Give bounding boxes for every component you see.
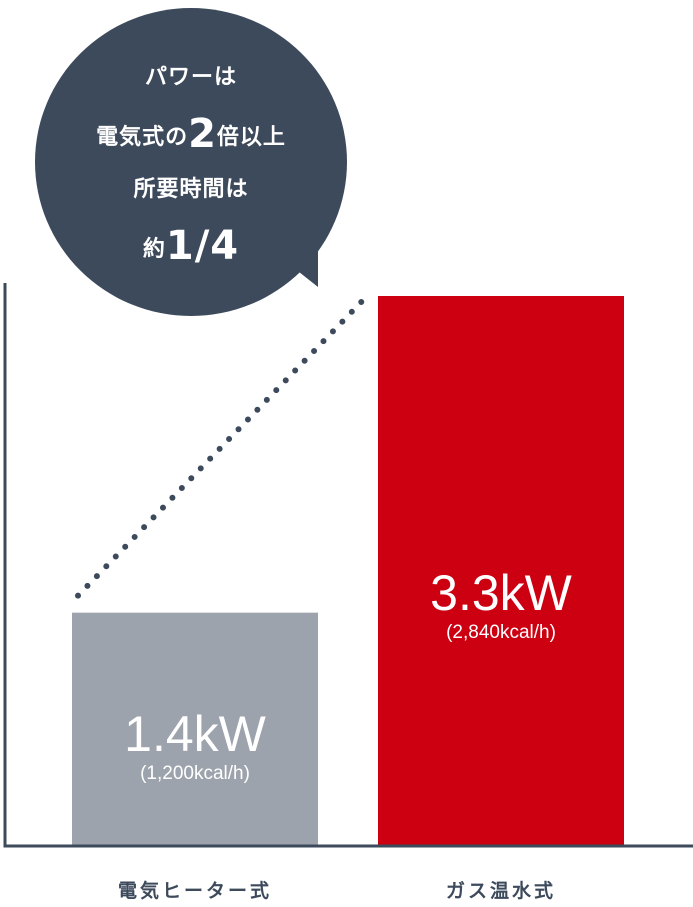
bar-label-gas: 3.3kW (2,840kcal/h) (378, 565, 624, 645)
bar-label-electric: 1.4kW (1,200kcal/h) (72, 706, 318, 786)
data-label-electric-kcal: (1,200kcal/h) (140, 763, 250, 784)
bar-gas (378, 296, 624, 846)
data-label-gas-kcal: (2,840kcal/h) (446, 622, 556, 643)
data-label-electric-kw: 1.4kW (124, 706, 266, 762)
callout-line-1: パワーは (144, 65, 237, 90)
callout-line-4: 約1/4 (142, 223, 240, 269)
callout-emphasis-quarter: 1/4 (165, 223, 240, 269)
data-label-gas-kw: 3.3kW (430, 565, 572, 621)
callout-line-3: 所要時間は (133, 177, 249, 202)
bar-electric (72, 612, 318, 846)
callout-emphasis-2x: 2 (188, 111, 217, 157)
category-label-gas: ガス温水式 (445, 880, 556, 902)
callout-bubble (35, 8, 347, 316)
callout-text: パワーは 電気式の2倍以上 所要時間は 約1/4 (35, 50, 347, 274)
callout-line-2: 電気式の2倍以上 (96, 111, 286, 157)
category-label-electric: 電気ヒーター式 (117, 880, 272, 902)
dotted-connector (75, 291, 372, 599)
